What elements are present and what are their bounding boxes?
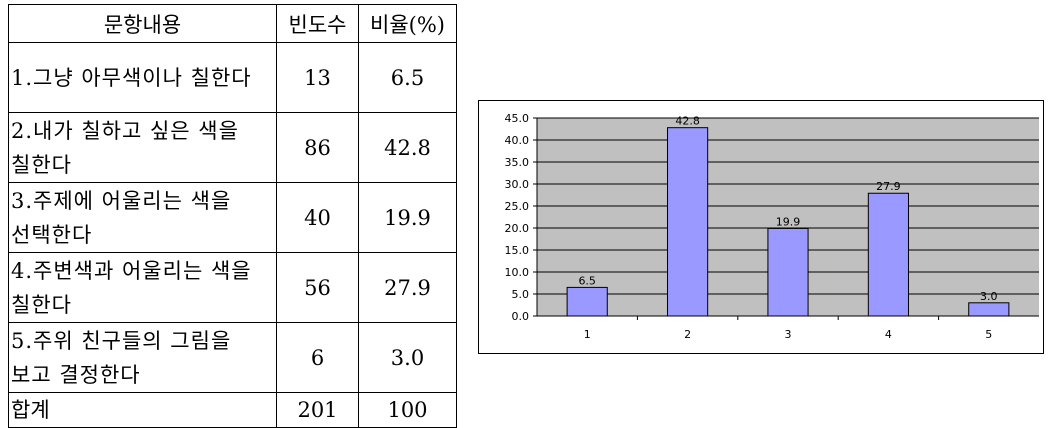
row-item-text: 2.내가 칠하고 싶은 색을 칠한다 [11,118,239,177]
y-tick-label: 25.0 [505,200,530,213]
x-tick-label: 5 [985,328,992,341]
y-tick-label: 35.0 [505,156,530,169]
x-tick-label: 2 [684,328,691,341]
x-tick-label: 1 [584,328,591,341]
table-row: 4.주변색과 어울리는 색을 칠한다 56 27.9 [8,252,457,323]
row-item-cell: 4.주변색과 어울리는 색을 칠한다 [8,252,277,323]
y-tick-label: 15.0 [505,244,530,257]
y-tick-label: 5.0 [512,288,530,301]
row-item-cell: 1.그냥 아무색이나 칠한다 [8,42,277,113]
row-frequency-cell: 86 [276,112,359,183]
data-label: 3.0 [980,290,998,303]
data-label: 6.5 [578,274,596,287]
row-item-cell: 3.주제에 어울리는 색을 선택한다 [8,182,277,253]
data-label: 27.9 [876,180,901,193]
row-item-text: 5.주위 친구들의 그림을 보고 결정한다 [11,328,232,387]
row-ratio-cell: 3.0 [358,322,457,393]
row-frequency-cell: 56 [276,252,359,323]
table-total-row: 합계 201 100 [8,392,457,428]
data-label: 42.8 [675,115,700,128]
row-item-cell: 5.주위 친구들의 그림을 보고 결정한다 [8,322,277,393]
survey-table: 문항내용 빈도수 비율(%) 1.그냥 아무색이나 칠한다 13 6.5 2.내… [8,4,457,428]
x-tick-label: 4 [885,328,892,341]
row-item-text: 1.그냥 아무색이나 칠한다 [11,65,252,90]
header-frequency: 빈도수 [276,4,359,43]
header-item: 문항내용 [8,4,277,43]
data-label: 19.9 [776,215,801,228]
y-tick-label: 30.0 [505,178,530,191]
total-ratio-cell: 100 [358,392,457,428]
bar [968,302,1010,317]
bar-chart-svg: 0.0 5.0 10.0 15.0 20.0 25.0 30.0 35.0 40.0 45.0 6.… [505,112,1039,341]
row-frequency-cell: 40 [276,182,359,253]
table-row: 2.내가 칠하고 싶은 색을 칠한다 86 42.8 [8,112,457,183]
y-tick-label: 20.0 [505,222,530,235]
row-frequency-cell: 6 [276,322,359,393]
row-item-text: 3.주제에 어울리는 색을 선택한다 [11,188,232,247]
bar [767,227,809,317]
y-tick-label: 10.0 [505,266,530,279]
total-label-cell: 합계 [8,392,277,428]
x-tick-label: 3 [785,328,792,341]
y-tick-label: 40.0 [505,134,530,147]
bar [667,127,709,317]
row-ratio-cell: 19.9 [358,182,457,253]
table-row: 5.주위 친구들의 그림을 보고 결정한다 6 3.0 [8,322,457,393]
row-frequency-cell: 13 [276,42,359,113]
bar-chart: 0.0 5.0 10.0 15.0 20.0 25.0 30.0 35.0 40.0 45.0 6.… [478,100,1044,354]
row-item-text: 4.주변색과 어울리는 색을 칠한다 [11,258,252,317]
header-ratio: 비율(%) [358,4,457,43]
row-ratio-cell: 42.8 [358,112,457,183]
bar [867,192,909,317]
row-ratio-cell: 6.5 [358,42,457,113]
row-item-cell: 2.내가 칠하고 싶은 색을 칠한다 [8,112,277,183]
bar [566,286,608,317]
table-row: 3.주제에 어울리는 색을 선택한다 40 19.9 [8,182,457,253]
y-tick-label: 45.0 [505,112,530,125]
table-row: 1.그냥 아무색이나 칠한다 13 6.5 [8,42,457,113]
total-frequency-cell: 201 [276,392,359,428]
y-tick-label: 0.0 [512,310,530,323]
row-ratio-cell: 27.9 [358,252,457,323]
table-header-row: 문항내용 빈도수 비율(%) [8,4,457,43]
